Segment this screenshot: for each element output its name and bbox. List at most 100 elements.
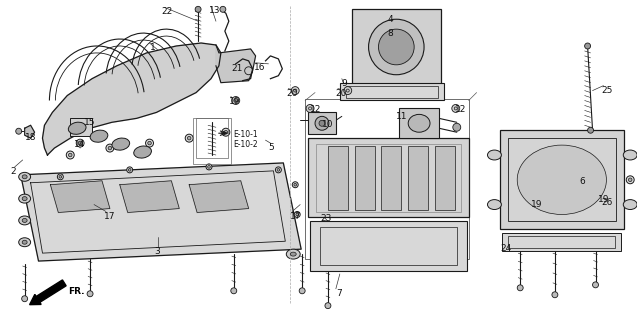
Circle shape	[344, 87, 352, 95]
Circle shape	[275, 167, 282, 173]
Circle shape	[502, 219, 510, 227]
Ellipse shape	[112, 138, 130, 150]
Circle shape	[312, 142, 316, 146]
Circle shape	[314, 259, 322, 267]
Circle shape	[502, 132, 510, 140]
Circle shape	[461, 142, 465, 146]
Ellipse shape	[22, 175, 27, 179]
Polygon shape	[42, 43, 221, 155]
Circle shape	[291, 87, 299, 95]
Ellipse shape	[291, 252, 296, 256]
Ellipse shape	[408, 115, 430, 132]
Polygon shape	[51, 181, 110, 212]
Bar	[408, 146, 428, 210]
Ellipse shape	[22, 240, 27, 244]
Circle shape	[68, 153, 72, 157]
Bar	[508, 236, 615, 248]
Circle shape	[108, 146, 111, 150]
Circle shape	[319, 120, 325, 126]
Text: 2: 2	[11, 167, 17, 176]
Circle shape	[129, 168, 131, 171]
Ellipse shape	[19, 194, 31, 203]
Circle shape	[145, 139, 154, 147]
Ellipse shape	[22, 197, 27, 201]
Ellipse shape	[286, 249, 300, 259]
Circle shape	[314, 225, 322, 233]
Text: 23: 23	[320, 214, 332, 223]
Circle shape	[453, 123, 461, 131]
Circle shape	[461, 210, 465, 213]
Bar	[352, 9, 441, 84]
Circle shape	[312, 210, 316, 213]
Circle shape	[78, 141, 82, 145]
Text: 21: 21	[232, 64, 243, 73]
Bar	[381, 146, 401, 210]
Circle shape	[504, 222, 508, 225]
Circle shape	[434, 90, 436, 93]
Bar	[70, 118, 92, 136]
Circle shape	[614, 132, 622, 140]
Circle shape	[529, 242, 536, 249]
Circle shape	[459, 140, 467, 148]
Text: 7: 7	[336, 289, 342, 298]
Circle shape	[429, 69, 433, 72]
Text: 15: 15	[84, 118, 95, 127]
Circle shape	[428, 67, 435, 74]
Ellipse shape	[22, 218, 27, 222]
Text: 11: 11	[396, 112, 408, 121]
Circle shape	[185, 134, 193, 142]
Circle shape	[584, 43, 591, 49]
Text: 4: 4	[387, 15, 393, 24]
Ellipse shape	[90, 130, 108, 142]
Circle shape	[59, 175, 61, 178]
Circle shape	[345, 89, 351, 95]
Bar	[435, 146, 455, 210]
Text: 9: 9	[342, 79, 348, 88]
Bar	[193, 118, 231, 164]
Text: 24: 24	[500, 244, 511, 253]
Text: 25: 25	[602, 85, 613, 95]
Text: 5: 5	[268, 143, 274, 152]
Ellipse shape	[623, 200, 637, 210]
Bar	[340, 83, 444, 100]
Circle shape	[220, 6, 226, 12]
Circle shape	[294, 183, 296, 186]
Ellipse shape	[623, 150, 637, 160]
Bar	[305, 99, 468, 259]
Text: 19: 19	[531, 200, 543, 209]
Ellipse shape	[517, 145, 607, 214]
Circle shape	[358, 67, 365, 74]
Ellipse shape	[488, 200, 501, 210]
Circle shape	[531, 244, 534, 247]
Circle shape	[231, 288, 237, 294]
Text: 20: 20	[286, 89, 298, 98]
Ellipse shape	[68, 122, 86, 134]
Bar	[355, 146, 374, 210]
Text: 1: 1	[150, 43, 156, 52]
Circle shape	[459, 207, 467, 216]
Circle shape	[517, 285, 523, 291]
Circle shape	[277, 168, 280, 171]
Circle shape	[432, 89, 438, 95]
Circle shape	[325, 303, 331, 309]
Circle shape	[316, 227, 320, 231]
Bar	[508, 138, 616, 222]
Text: 17: 17	[291, 212, 302, 221]
Bar	[399, 109, 439, 138]
Ellipse shape	[19, 238, 31, 247]
Text: 22: 22	[161, 7, 173, 16]
Circle shape	[232, 96, 240, 105]
Bar	[346, 85, 438, 98]
Circle shape	[455, 259, 463, 267]
Circle shape	[378, 29, 414, 65]
Circle shape	[593, 282, 598, 288]
Circle shape	[552, 292, 558, 298]
Circle shape	[222, 128, 230, 136]
Circle shape	[504, 134, 508, 138]
Polygon shape	[20, 163, 301, 261]
Circle shape	[588, 127, 593, 133]
Ellipse shape	[19, 216, 31, 225]
Circle shape	[306, 105, 314, 112]
Circle shape	[310, 140, 318, 148]
Text: 12: 12	[310, 105, 321, 115]
